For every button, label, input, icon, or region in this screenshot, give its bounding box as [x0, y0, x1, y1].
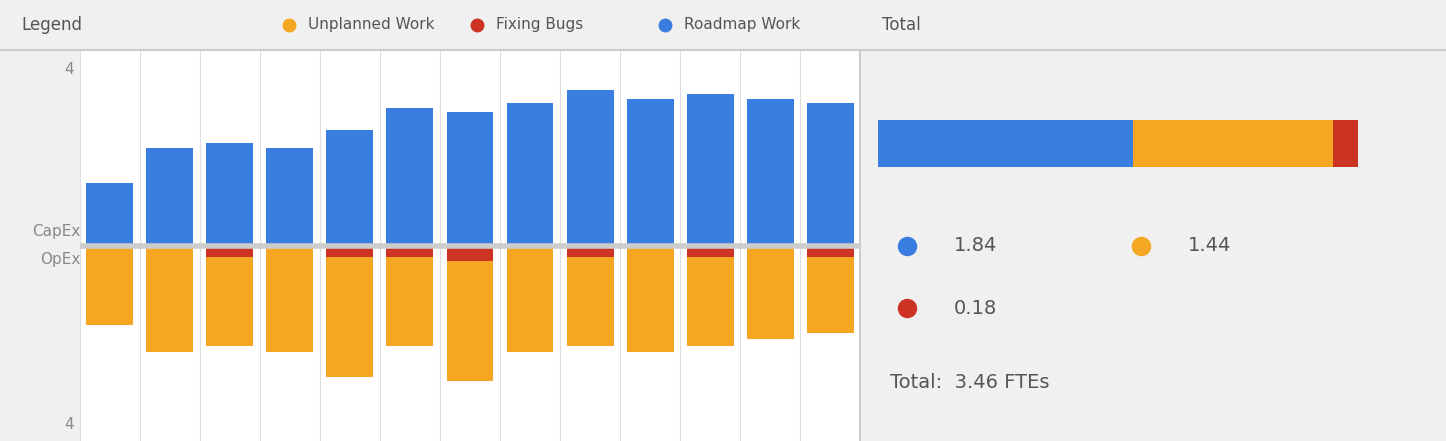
Bar	[447, 112, 493, 246]
Bar	[87, 183, 133, 246]
Bar	[327, 246, 373, 257]
Bar	[327, 130, 373, 246]
Text: Roadmap Work: Roadmap Work	[684, 18, 800, 33]
Text: OpEx: OpEx	[39, 252, 80, 267]
Bar	[146, 148, 194, 246]
Text: Total:  3.46 FTEs: Total: 3.46 FTEs	[889, 373, 1050, 392]
Bar	[567, 257, 613, 346]
Bar	[386, 246, 434, 257]
Bar	[807, 103, 853, 246]
Bar	[266, 148, 314, 246]
Text: CapEx: CapEx	[32, 224, 80, 239]
Bar	[687, 94, 733, 246]
Bar	[807, 246, 853, 257]
Bar	[687, 246, 733, 257]
Bar	[207, 246, 253, 257]
Bar	[207, 143, 253, 246]
Bar	[626, 246, 674, 352]
Text: Total: Total	[882, 16, 921, 34]
Text: Unplanned Work: Unplanned Work	[308, 18, 434, 33]
Bar	[626, 99, 674, 246]
Bar	[807, 257, 853, 333]
Bar	[506, 246, 554, 352]
Bar	[266, 246, 314, 352]
Text: 1.44: 1.44	[1189, 236, 1232, 255]
Bar	[207, 257, 253, 346]
Bar	[386, 257, 434, 346]
Bar	[567, 90, 613, 246]
Bar	[1134, 120, 1333, 167]
Bar	[567, 246, 613, 257]
Bar	[878, 120, 1134, 167]
Bar	[386, 108, 434, 246]
Text: 1.84: 1.84	[954, 236, 998, 255]
Text: 0.18: 0.18	[954, 299, 998, 318]
Bar	[506, 103, 554, 246]
Bar	[447, 262, 493, 381]
Bar	[447, 246, 493, 262]
Bar	[1333, 120, 1358, 167]
Bar	[327, 257, 373, 377]
Bar	[687, 257, 733, 346]
Bar	[746, 99, 794, 246]
Bar	[146, 246, 194, 352]
Text: Legend: Legend	[22, 16, 82, 34]
Bar	[87, 246, 133, 325]
Bar	[746, 246, 794, 339]
Text: Fixing Bugs: Fixing Bugs	[496, 18, 583, 33]
